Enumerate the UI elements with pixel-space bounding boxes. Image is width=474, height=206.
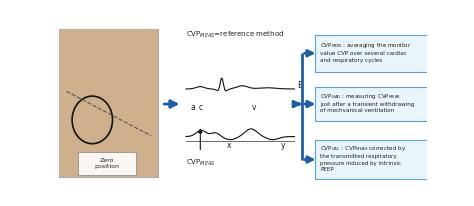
Text: CVP$_{MEAS}$: CVP$_{MEAS}$: [185, 158, 215, 168]
Text: CVP$_{CAL}$ : CVP$_{MEAS}$ corrected by
the transmitted respiratory
pressure ind: CVP$_{CAL}$ : CVP$_{MEAS}$ corrected by …: [320, 144, 407, 172]
FancyBboxPatch shape: [59, 29, 158, 177]
FancyBboxPatch shape: [315, 35, 428, 72]
FancyBboxPatch shape: [78, 152, 137, 176]
FancyBboxPatch shape: [315, 140, 428, 179]
Text: c: c: [198, 103, 202, 112]
FancyBboxPatch shape: [59, 29, 158, 177]
Text: CVP$_{MEAS}$=reference method: CVP$_{MEAS}$=reference method: [186, 29, 284, 40]
Text: v: v: [252, 103, 256, 112]
Text: Zero
position: Zero position: [94, 158, 119, 169]
Text: x: x: [227, 141, 231, 150]
Text: a: a: [191, 103, 195, 112]
Text: CVP$_{NAD}$ : measuring CVP$_{MEAS}$
just after a transient withdrawing
of mechv: CVP$_{NAD}$ : measuring CVP$_{MEAS}$ jus…: [320, 91, 415, 113]
Text: B: B: [297, 81, 303, 90]
Text: y: y: [280, 141, 285, 150]
Text: CVP$_{MON}$ : averaging the monitor
value CVP over several cardiac
and respirato: CVP$_{MON}$ : averaging the monitor valu…: [320, 41, 412, 63]
FancyBboxPatch shape: [315, 87, 428, 121]
